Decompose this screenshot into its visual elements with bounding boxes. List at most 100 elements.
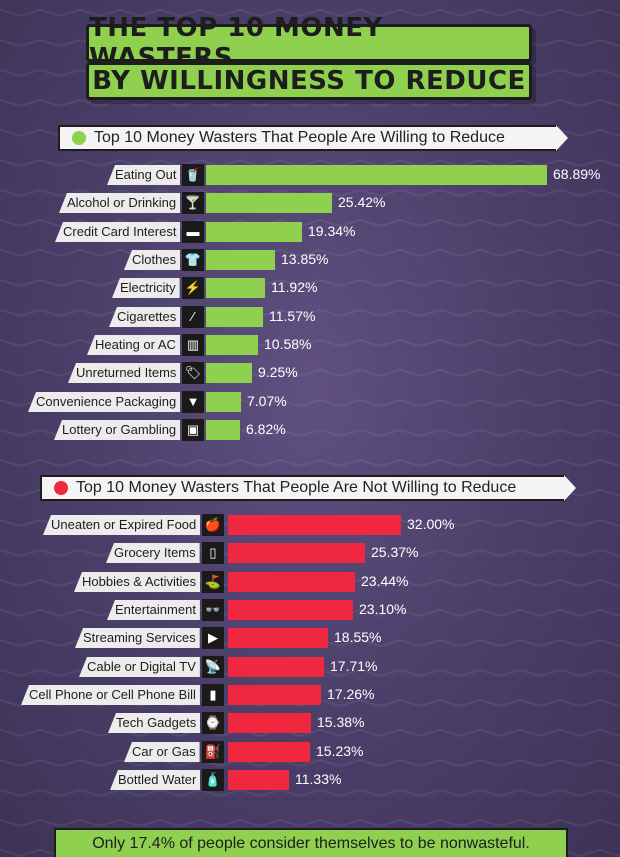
chart-1-row: Lottery or Gambling ▣ 6.82% [0,419,620,441]
category-label: Unreturned Items [68,363,181,383]
bar [228,685,321,705]
bar [228,742,310,762]
water-bottle-icon: 🧴 [202,769,224,791]
title-line-2: BY WILLINGNESS TO REDUCE [92,66,526,96]
category-label: Uneaten or Expired Food [43,515,201,535]
tag-icon: 🏷 [182,362,204,384]
satellite-dish-icon: 📡 [202,656,224,678]
value-label: 23.10% [359,601,407,617]
cocktail-icon: 🍸 [182,192,204,214]
bar [228,657,324,677]
category-label: Streaming Services [75,628,200,648]
value-label: 10.58% [264,336,312,352]
bar [228,572,355,592]
category-label: Entertainment [107,600,200,620]
chart-1-header-arrow [556,125,568,151]
chart-1-row: Cigarettes ⁄ 11.57% [0,306,620,328]
value-label: 17.26% [327,686,375,702]
category-label: Heating or AC [87,335,180,355]
footer-note: Only 17.4% of people consider themselves… [54,828,568,857]
chart-1-row: Alcohol or Drinking 🍸 25.42% [0,192,620,214]
value-label: 25.37% [371,544,419,560]
category-label: Clothes [124,250,181,270]
chart-1-bullet [72,131,86,145]
value-label: 11.57% [269,308,316,324]
apple-icon: 🍎 [202,514,224,536]
chart-1-row: Electricity ⚡ 11.92% [0,277,620,299]
category-label: Grocery Items [106,543,200,563]
bar [206,363,252,383]
chart-2-header-arrow [564,475,576,501]
category-label: Cell Phone or Cell Phone Bill [21,685,200,705]
bar [206,193,332,213]
chart-2-row: Grocery Items ▯ 25.37% [0,542,620,564]
phone-icon: ▮ [202,684,224,706]
category-label: Hobbies & Activities [74,572,201,592]
chart-1-row: Eating Out 🥤 68.89% [0,164,620,186]
value-label: 17.71% [330,658,378,674]
chart-1-header: Top 10 Money Wasters That People Are Wil… [58,125,568,151]
value-label: 9.25% [258,364,298,380]
chart-2-row: Uneaten or Expired Food 🍎 32.00% [0,514,620,536]
chart-2-row: Tech Gadgets ⌚ 15.38% [0,712,620,734]
cigarette-icon: ⁄ [182,306,204,328]
bar [206,392,241,412]
bar [206,250,275,270]
chart-1-row: Convenience Packaging ▼ 7.07% [0,391,620,413]
bar [228,770,289,790]
chart-1-row: Credit Card Interest ▬ 19.34% [0,221,620,243]
value-label: 19.34% [308,223,356,239]
bar [206,335,258,355]
chart-2-title: Top 10 Money Wasters That People Are Not… [76,479,517,496]
category-label: Cable or Digital TV [79,657,200,677]
smartwatch-icon: ⌚ [202,712,224,734]
title-banner-2: BY WILLINGNESS TO REDUCE [86,62,532,100]
tshirt-icon: 👕 [182,249,204,271]
bar [228,628,328,648]
category-label: Electricity [112,278,180,298]
bar [228,543,365,563]
value-label: 23.44% [361,573,409,589]
value-label: 25.42% [338,194,386,210]
chart-1-row: Clothes 👕 13.85% [0,249,620,271]
chart-2-row: Cell Phone or Cell Phone Bill ▮ 17.26% [0,684,620,706]
bar [206,165,547,185]
category-label: Lottery or Gambling [54,420,181,440]
category-label: Eating Out [107,165,181,185]
bar [228,713,311,733]
value-label: 18.55% [334,629,382,645]
grocery-bag-icon: ▯ [202,542,224,564]
value-label: 32.00% [407,516,455,532]
bar [206,307,263,327]
bar [228,515,401,535]
chart-2-row: Entertainment 👓 23.10% [0,599,620,621]
credit-card-icon: ▬ [182,221,204,243]
category-label: Bottled Water [110,770,201,790]
drink-cup-icon: 🥤 [182,164,204,186]
value-label: 13.85% [281,251,329,267]
cup-icon: ▼ [182,391,204,413]
chart-2-row: Streaming Services ▶ 18.55% [0,627,620,649]
lottery-ticket-icon: ▣ [182,419,204,441]
chart-2-row: Hobbies & Activities ⛳ 23.44% [0,571,620,593]
category-label: Credit Card Interest [55,222,181,242]
bar [206,420,240,440]
gas-pump-icon: ⛽ [202,741,224,763]
plug-icon: ⚡ [182,277,204,299]
value-label: 68.89% [553,166,601,182]
category-label: Alcohol or Drinking [59,193,181,213]
chart-2-bullet [54,481,68,495]
category-label: Car or Gas [124,742,200,762]
golf-icon: ⛳ [202,571,224,593]
chart-2-row: Cable or Digital TV 📡 17.71% [0,656,620,678]
chart-1-row: Heating or AC ▥ 10.58% [0,334,620,356]
value-label: 7.07% [247,393,287,409]
bar [206,222,302,242]
value-label: 11.33% [295,771,342,787]
chart-2-row: Bottled Water 🧴 11.33% [0,769,620,791]
value-label: 11.92% [271,279,318,295]
category-label: Convenience Packaging [28,392,181,412]
category-label: Tech Gadgets [108,713,201,733]
play-icon: ▶ [202,627,224,649]
chart-1-title: Top 10 Money Wasters That People Are Wil… [94,129,505,146]
